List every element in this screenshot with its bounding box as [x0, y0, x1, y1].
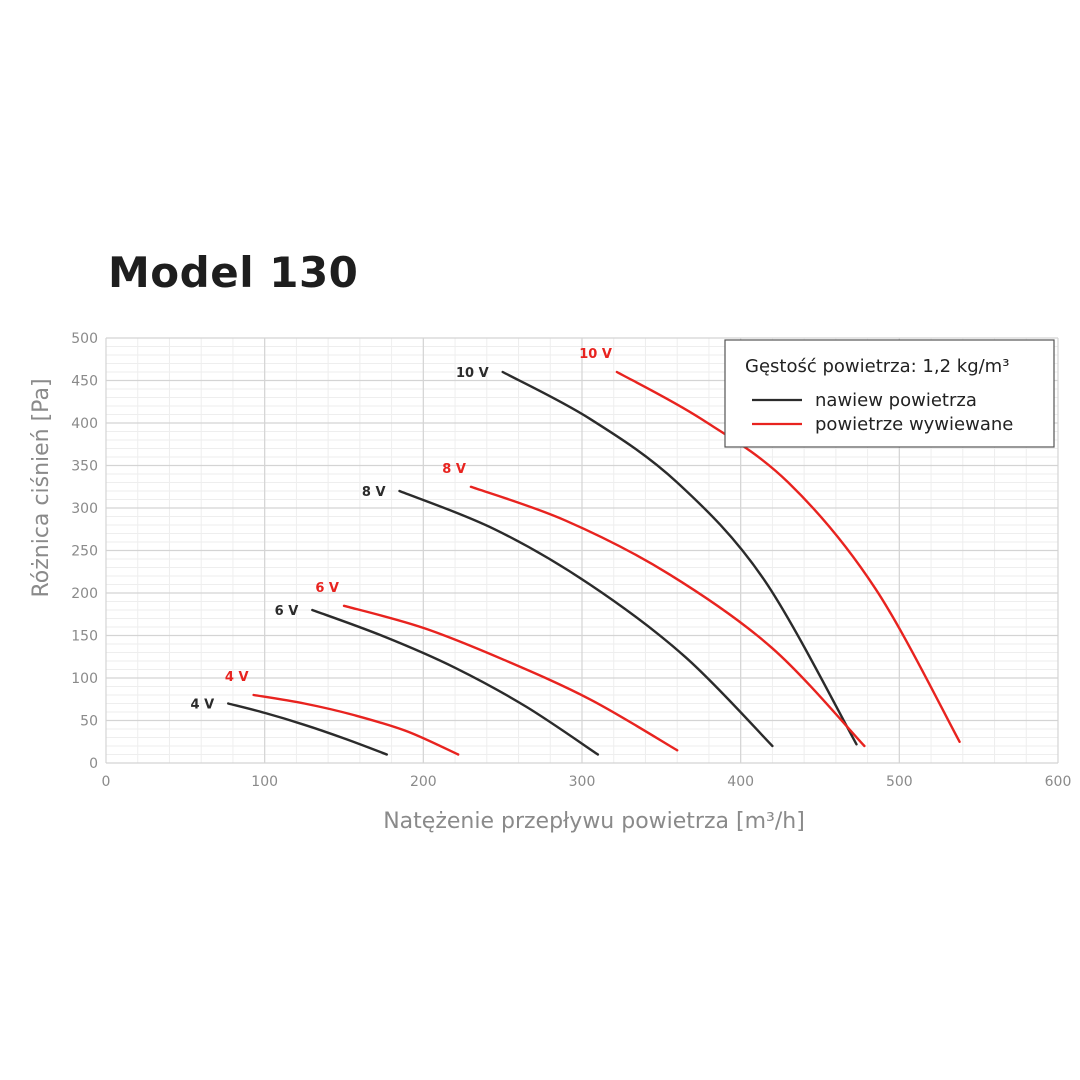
legend: Gęstość powietrza: 1,2 kg/m³ nawiew powi… — [724, 339, 1055, 448]
voltage-label-exhaust-4v: 4 V — [225, 670, 249, 685]
y-tick-label: 100 — [71, 671, 98, 687]
x-axis-label: Natężenie przepływu powietrza [m³/h] — [383, 809, 805, 834]
curve-exhaust-6v — [342, 604, 679, 752]
x-tick-label: 600 — [1045, 774, 1072, 790]
curve-exhaust-8v — [469, 485, 866, 748]
voltage-label-exhaust-6v: 6 V — [315, 581, 339, 596]
y-tick-label: 150 — [71, 629, 98, 645]
y-tick-label: 500 — [71, 331, 98, 347]
voltage-label-supply-10v: 10 V — [456, 366, 489, 381]
y-tick-label: 350 — [71, 459, 98, 475]
y-tick-label: 400 — [71, 416, 98, 432]
y-tick-label: 200 — [71, 586, 98, 602]
x-tick-label: 100 — [251, 774, 278, 790]
curve-supply-8v — [398, 489, 774, 748]
voltage-label-supply-4v: 4 V — [191, 698, 215, 713]
axis-ticks: 0 100 200 300 400 500 600 0 50 100 150 200 250 300 350… — [71, 331, 1071, 790]
curve-supply-4v — [227, 702, 388, 756]
legend-box — [724, 339, 1055, 448]
y-tick-label: 250 — [71, 544, 98, 560]
voltage-label-supply-6v: 6 V — [275, 604, 299, 619]
voltage-label-exhaust-10v: 10 V — [579, 347, 612, 362]
y-tick-label: 450 — [71, 374, 98, 390]
x-tick-label: 0 — [102, 774, 111, 790]
curve-supply-6v — [311, 608, 600, 756]
voltage-label-supply-8v: 8 V — [362, 485, 386, 500]
curves — [227, 370, 961, 756]
voltage-labels: 4 V 6 V 8 V 10 V 4 V 6 V 8 V 10 V — [191, 347, 612, 713]
grid-major — [105, 337, 1059, 764]
chart-title: Model 130 — [108, 248, 359, 297]
y-tick-label: 50 — [80, 714, 98, 730]
legend-label-wywiewane: powietrze wywiewane — [815, 414, 1013, 435]
y-axis-label: Różnica ciśnień [Pa] — [29, 378, 54, 597]
y-tick-label: 0 — [89, 756, 98, 772]
legend-label-nawiew: nawiew powietrza — [815, 390, 977, 411]
y-tick-label: 300 — [71, 501, 98, 517]
voltage-label-exhaust-8v: 8 V — [442, 462, 466, 477]
x-tick-label: 400 — [727, 774, 754, 790]
curve-exhaust-4v — [252, 693, 460, 756]
x-tick-label: 300 — [569, 774, 596, 790]
curve-exhaust-10v — [615, 370, 961, 743]
x-tick-label: 500 — [886, 774, 913, 790]
x-tick-label: 200 — [410, 774, 437, 790]
curve-supply-10v — [501, 370, 858, 746]
legend-title: Gęstość powietrza: 1,2 kg/m³ — [745, 356, 1009, 377]
